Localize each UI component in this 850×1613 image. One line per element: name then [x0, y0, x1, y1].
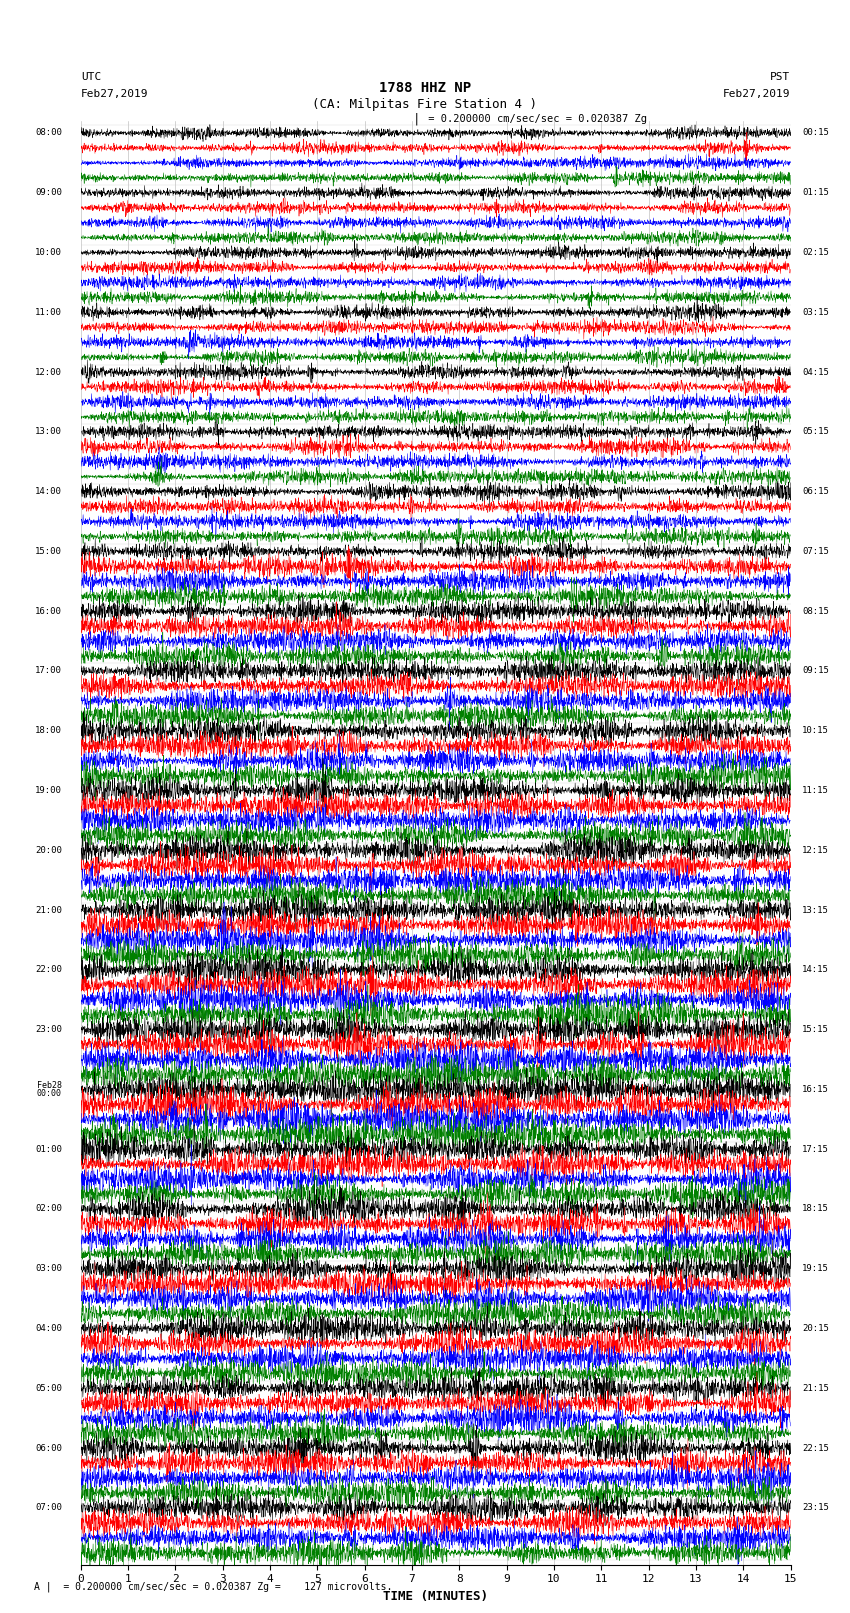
Text: A |  = 0.200000 cm/sec/sec = 0.020387 Zg =    127 microvolts.: A | = 0.200000 cm/sec/sec = 0.020387 Zg …: [34, 1582, 393, 1592]
Text: 01:15: 01:15: [802, 189, 830, 197]
Text: 06:15: 06:15: [802, 487, 830, 497]
Text: 14:15: 14:15: [802, 965, 830, 974]
Text: Feb28: Feb28: [37, 1081, 62, 1090]
Text: 09:15: 09:15: [802, 666, 830, 676]
Text: 10:00: 10:00: [35, 248, 62, 256]
Text: 20:15: 20:15: [802, 1324, 830, 1332]
X-axis label: TIME (MINUTES): TIME (MINUTES): [383, 1590, 488, 1603]
Text: UTC: UTC: [81, 73, 101, 82]
Text: 21:15: 21:15: [802, 1384, 830, 1392]
Text: 23:00: 23:00: [35, 1026, 62, 1034]
Text: 13:00: 13:00: [35, 427, 62, 437]
Text: 22:00: 22:00: [35, 965, 62, 974]
Text: 12:15: 12:15: [802, 845, 830, 855]
Text: 14:00: 14:00: [35, 487, 62, 497]
Text: 15:15: 15:15: [802, 1026, 830, 1034]
Text: 02:15: 02:15: [802, 248, 830, 256]
Text: 03:00: 03:00: [35, 1265, 62, 1273]
Text: 06:00: 06:00: [35, 1444, 62, 1453]
Text: 15:00: 15:00: [35, 547, 62, 556]
Text: 17:00: 17:00: [35, 666, 62, 676]
Text: 07:15: 07:15: [802, 547, 830, 556]
Text: 00:15: 00:15: [802, 129, 830, 137]
Text: 09:00: 09:00: [35, 189, 62, 197]
Text: 05:15: 05:15: [802, 427, 830, 437]
Text: 20:00: 20:00: [35, 845, 62, 855]
Text: 19:15: 19:15: [802, 1265, 830, 1273]
Text: 11:15: 11:15: [802, 786, 830, 795]
Text: 03:15: 03:15: [802, 308, 830, 316]
Text: 08:15: 08:15: [802, 606, 830, 616]
Text: 17:15: 17:15: [802, 1145, 830, 1153]
Text: = 0.200000 cm/sec/sec = 0.020387 Zg: = 0.200000 cm/sec/sec = 0.020387 Zg: [422, 113, 648, 124]
Text: 22:15: 22:15: [802, 1444, 830, 1453]
Text: 18:00: 18:00: [35, 726, 62, 736]
Text: (CA: Milpitas Fire Station 4 ): (CA: Milpitas Fire Station 4 ): [313, 97, 537, 111]
Text: 18:15: 18:15: [802, 1205, 830, 1213]
Text: 04:00: 04:00: [35, 1324, 62, 1332]
Text: 05:00: 05:00: [35, 1384, 62, 1392]
Text: 21:00: 21:00: [35, 905, 62, 915]
Text: 07:00: 07:00: [35, 1503, 62, 1513]
Text: 11:00: 11:00: [35, 308, 62, 316]
Text: 16:15: 16:15: [802, 1086, 830, 1094]
Text: 02:00: 02:00: [35, 1205, 62, 1213]
Text: 04:15: 04:15: [802, 368, 830, 376]
Text: 13:15: 13:15: [802, 905, 830, 915]
Text: 1788 HHZ NP: 1788 HHZ NP: [379, 81, 471, 95]
Text: Feb27,2019: Feb27,2019: [81, 89, 148, 98]
Text: 12:00: 12:00: [35, 368, 62, 376]
Text: PST: PST: [770, 73, 790, 82]
Text: 19:00: 19:00: [35, 786, 62, 795]
Text: Feb27,2019: Feb27,2019: [723, 89, 791, 98]
Text: 10:15: 10:15: [802, 726, 830, 736]
Text: 16:00: 16:00: [35, 606, 62, 616]
Text: 01:00: 01:00: [35, 1145, 62, 1153]
Text: |: |: [413, 111, 421, 126]
Text: 23:15: 23:15: [802, 1503, 830, 1513]
Text: 00:00: 00:00: [37, 1089, 62, 1097]
Text: 08:00: 08:00: [35, 129, 62, 137]
